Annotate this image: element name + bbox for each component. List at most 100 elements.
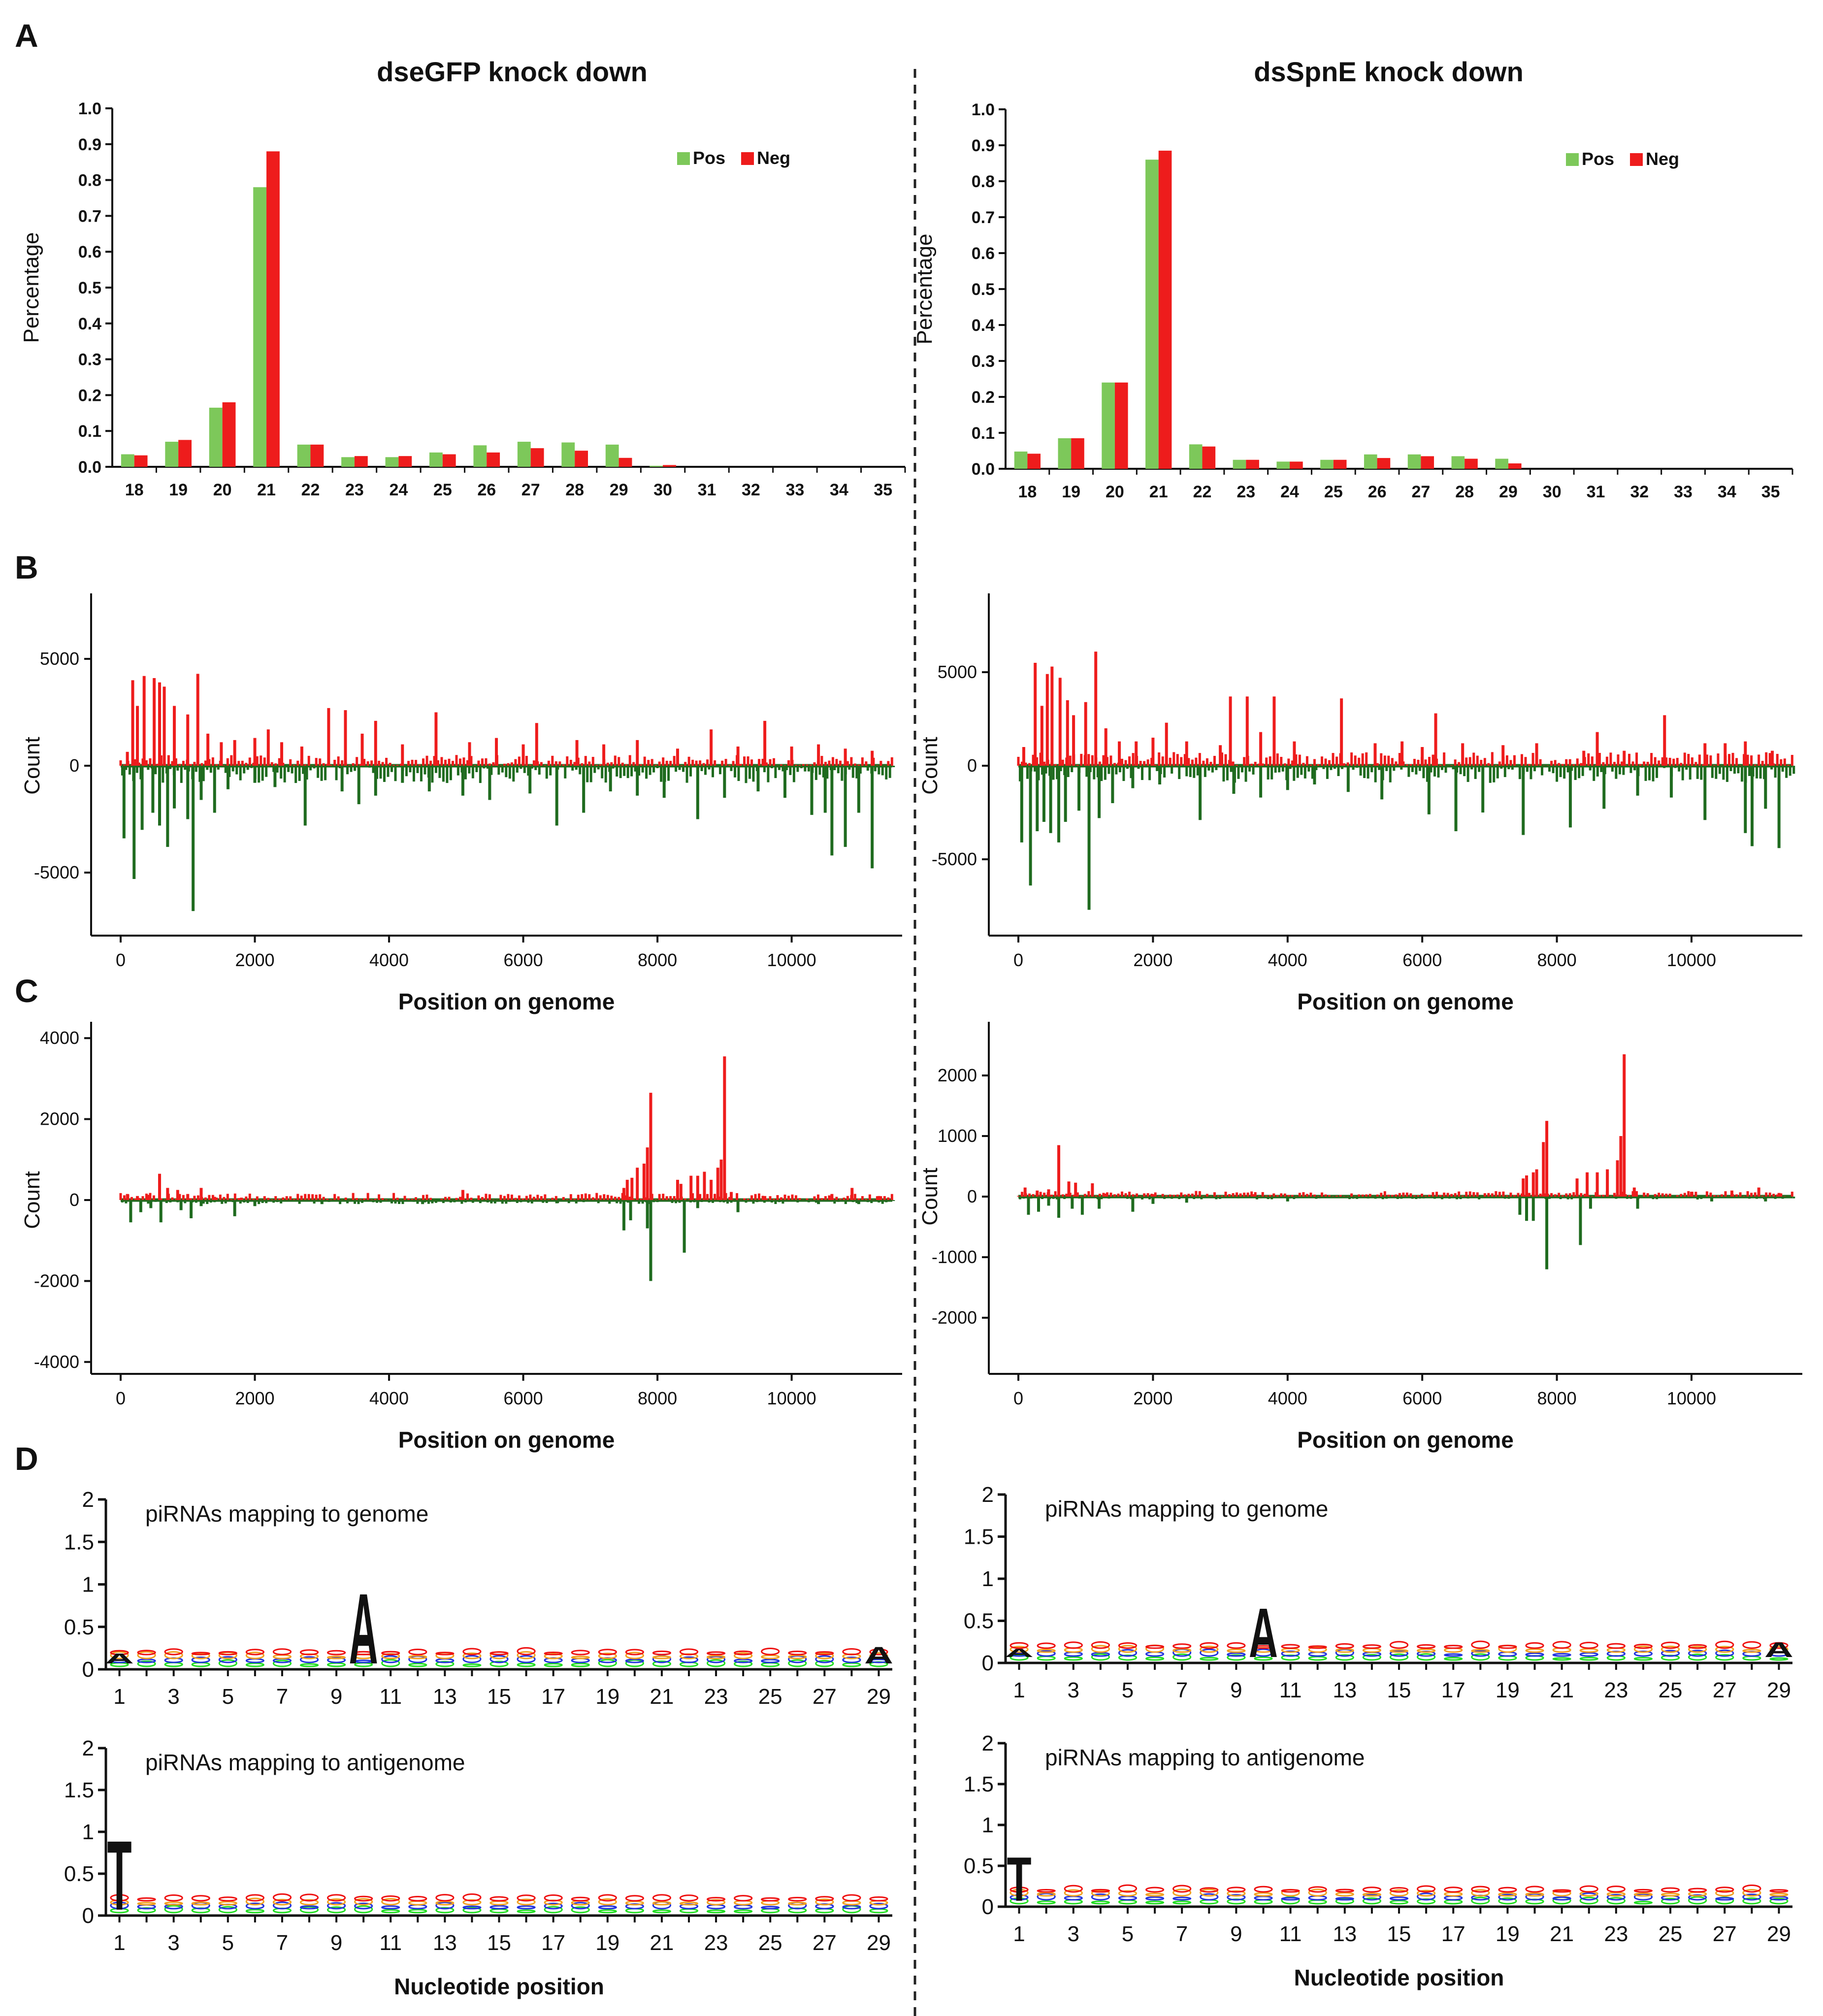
x-axis-label: Position on genome [398,989,615,1014]
x-tick-label: 10000 [1667,1388,1716,1408]
x-tick-label: 21 [650,1931,674,1955]
logo-background-glyph [1715,1640,1734,1649]
logo-background-glyph [408,1900,427,1906]
x-axis-label: Nucleotide position [1294,1965,1504,1990]
logo-background-glyph [1660,1887,1680,1893]
y-axis-label: Count [918,737,942,794]
logo-background-glyph [1254,1895,1273,1901]
logo-background-glyph [1525,1648,1544,1653]
logo-background-glyph [1308,1646,1327,1653]
bar-neg-30 [663,465,676,467]
logo-background-glyph [381,1659,400,1667]
logo-background-glyph [869,1903,888,1910]
logo-background-glyph [1633,1645,1653,1653]
logo-background-glyph [517,1898,536,1906]
y-tick-label: 2000 [938,1065,977,1085]
x-tick-label: 25 [1659,1678,1683,1702]
y-tick-label: 0.1 [972,424,995,443]
logo-background-glyph [652,1660,672,1667]
logo-background-glyph [1118,1895,1138,1901]
logo-background-glyph [706,1655,726,1659]
logo-background-glyph [625,1658,644,1663]
bar-neg-23 [1246,459,1259,469]
bar-neg-18 [134,455,148,467]
bar-pos-26 [473,445,487,467]
logo-background-glyph [1335,1654,1354,1661]
x-tick-label: 29 [610,481,628,499]
logo-background-glyph [435,1658,455,1663]
logo-background-glyph [598,1905,617,1910]
logo-background-glyph [1444,1653,1463,1657]
logo-background-glyph [815,1652,834,1659]
y-tick-label: 0.5 [64,1862,94,1886]
x-tick-label: 27 [1713,1922,1737,1946]
y-tick-label: -4000 [34,1352,79,1372]
x-tick-label: 19 [1062,483,1080,501]
logo-background-glyph [1145,1886,1165,1893]
x-tick-label: 23 [1604,1678,1628,1702]
logo-background-glyph [1389,1649,1409,1653]
logo-background-glyph [733,1895,753,1902]
x-tick-label: 30 [1543,483,1562,501]
x-tick-label: 13 [433,1931,457,1955]
logo-background-glyph [788,1651,807,1656]
chart-b-right: 5000 0 -5000 0 2000 4000 6000 8000 10000 Count Pos… [918,593,1802,1014]
logo-background-glyph [1389,1896,1409,1901]
logo-background-glyph [326,1906,346,1914]
logo-background-glyph [1227,1890,1246,1897]
logo-background-glyph [1498,1897,1517,1905]
x-tick-label: 17 [541,1685,565,1709]
logo-letter-a-pos29: A [1764,1638,1793,1661]
logo-background-glyph [869,1908,888,1914]
logo-background-glyph [1444,1891,1463,1897]
logo-background-glyph [272,1648,292,1656]
x-tick-label: 11 [379,1685,402,1709]
logo-background-glyph [1633,1644,1653,1649]
logo-background-glyph [1579,1652,1598,1657]
logo-background-glyph [1009,1646,1029,1653]
x-tick-label: 9 [1230,1922,1242,1946]
logo-background-glyph [1525,1652,1544,1657]
logo-annotation: piRNAs mapping to genome [1045,1496,1328,1522]
y-tick-label: 1.5 [964,1772,994,1796]
x-tick-label: 4000 [369,950,409,970]
logo-letter-t-pos1: T [107,1821,132,1931]
logo-background-glyph [1688,1646,1707,1653]
x-tick-label: 7 [276,1931,288,1955]
x-tick-label: 10000 [1667,950,1716,970]
logo-background-glyph [489,1908,509,1914]
logo-background-glyph [652,1894,672,1902]
y-tick-label: 5000 [938,662,977,682]
y-tick-label: 0.6 [972,244,995,263]
logo-background-glyph [1444,1899,1463,1905]
logo-background-glyph [1335,1897,1354,1901]
logo-background-glyph [381,1653,400,1659]
logo-background-glyph [218,1896,237,1902]
x-tick-label: 34 [1718,483,1736,501]
logo-background-glyph [164,1905,183,1914]
y-tick-label: 0.4 [972,316,995,335]
logo-background-glyph [1633,1657,1653,1661]
logo-background-glyph [1688,1887,1707,1893]
logo-background-glyph [1688,1644,1707,1649]
x-tick-label: 10000 [767,1388,816,1408]
logo-background-glyph [489,1660,509,1667]
x-tick-label: 24 [389,481,408,499]
x-axis-label: Position on genome [1297,1427,1514,1453]
logo-annotation: piRNAs mapping to antigenome [1045,1745,1365,1770]
logo-background-glyph [245,1897,265,1906]
x-tick-label: 8000 [1537,1388,1577,1408]
x-tick-label: 2000 [235,950,274,970]
logo-background-glyph [1281,1650,1300,1657]
logo-background-glyph [1172,1888,1192,1897]
x-tick-label: 33 [785,481,804,499]
y-tick-label: 2 [982,1483,994,1507]
logo-background-glyph [191,1652,210,1656]
logo-background-glyph [788,1659,807,1667]
logo-background-glyph [1335,1892,1354,1897]
bar-pos-27 [517,442,531,467]
logo-background-glyph [462,1655,482,1663]
y-tick-label: 5000 [40,649,79,669]
logo-background-glyph [1200,1642,1219,1649]
